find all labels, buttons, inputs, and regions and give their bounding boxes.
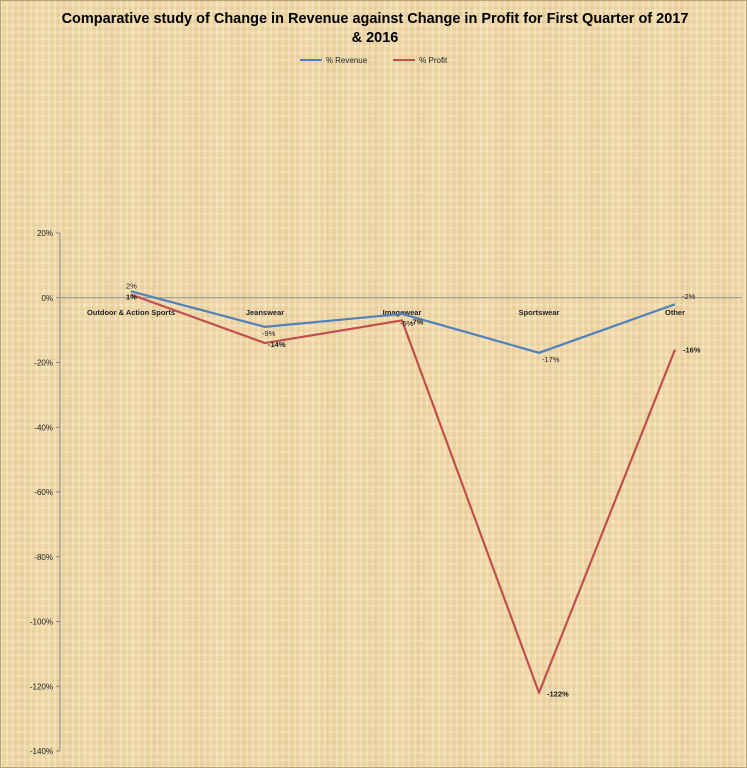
category-label: Sportswear: [519, 308, 560, 317]
category-label: Jeanswear: [246, 308, 284, 317]
series-line-profit: [130, 293, 677, 694]
legend-label-profit: % Profit: [419, 55, 448, 65]
legend-swatch-revenue: [299, 59, 322, 61]
category-label: Outdoor & Action Sports: [87, 308, 175, 317]
y-tick-label: -100%: [30, 618, 53, 627]
data-label-profit: 1%: [126, 293, 137, 302]
data-label-revenue: -2%: [682, 292, 696, 301]
data-label-revenue: -5%: [400, 319, 414, 328]
y-tick-label: -40%: [34, 423, 53, 432]
data-label-profit: -7%: [410, 317, 424, 326]
series-line-revenue: [130, 290, 676, 354]
y-tick-label: -60%: [34, 488, 53, 497]
y-tick-label: 20%: [37, 229, 53, 238]
legend: % Revenue % Profit: [0, 53, 747, 67]
data-label-revenue: 2%: [126, 281, 137, 290]
y-tick-label: 0%: [41, 294, 53, 303]
data-label-profit: -14%: [268, 340, 286, 349]
legend-label-revenue: % Revenue: [325, 55, 368, 65]
legend-item-profit: % Profit: [393, 53, 447, 67]
legend-item-revenue: % Revenue: [299, 53, 368, 67]
data-label-profit: -122%: [547, 690, 569, 699]
data-label-revenue: -9%: [262, 329, 276, 338]
legend-swatch-profit: [393, 59, 416, 61]
data-label-profit: -16%: [683, 346, 701, 355]
y-tick-label: -140%: [30, 747, 53, 756]
category-label: Other: [665, 308, 685, 317]
y-tick-label: -20%: [34, 359, 53, 368]
category-label: Imagewear: [383, 308, 422, 317]
y-tick-label: -80%: [34, 553, 53, 562]
y-tick-label: -120%: [30, 682, 53, 691]
chart-title: Comparative study of Change in Revenue a…: [61, 11, 689, 46]
data-label-revenue: -17%: [542, 355, 560, 364]
